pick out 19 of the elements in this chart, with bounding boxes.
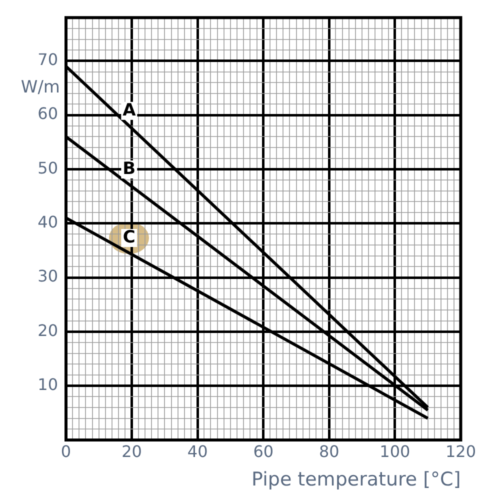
x-tick-label: 80 [318, 442, 340, 461]
y-tick-label: 40 [38, 212, 58, 232]
y-axis-title: W/m [20, 77, 60, 98]
y-tick-label: 30 [38, 266, 58, 286]
y-tick-label: 60 [38, 104, 58, 124]
x-tick-label: 40 [187, 442, 208, 461]
x-tick-label: 0 [60, 442, 72, 461]
y-tick-label: 20 [38, 320, 58, 340]
y-tick-label: 70 [38, 50, 58, 70]
series-label: B [122, 158, 136, 179]
x-axis-title: Pipe temperature [°C] [252, 468, 461, 491]
x-tick-label: 120 [445, 442, 476, 461]
x-tick-label: 100 [380, 442, 410, 461]
y-tick-label: 10 [38, 375, 58, 394]
x-tick-label: 20 [122, 442, 142, 461]
x-tick-label: 60 [253, 442, 274, 461]
series-label: C [122, 227, 136, 248]
series-label: A [122, 100, 137, 120]
y-tick-label: 50 [38, 158, 58, 178]
